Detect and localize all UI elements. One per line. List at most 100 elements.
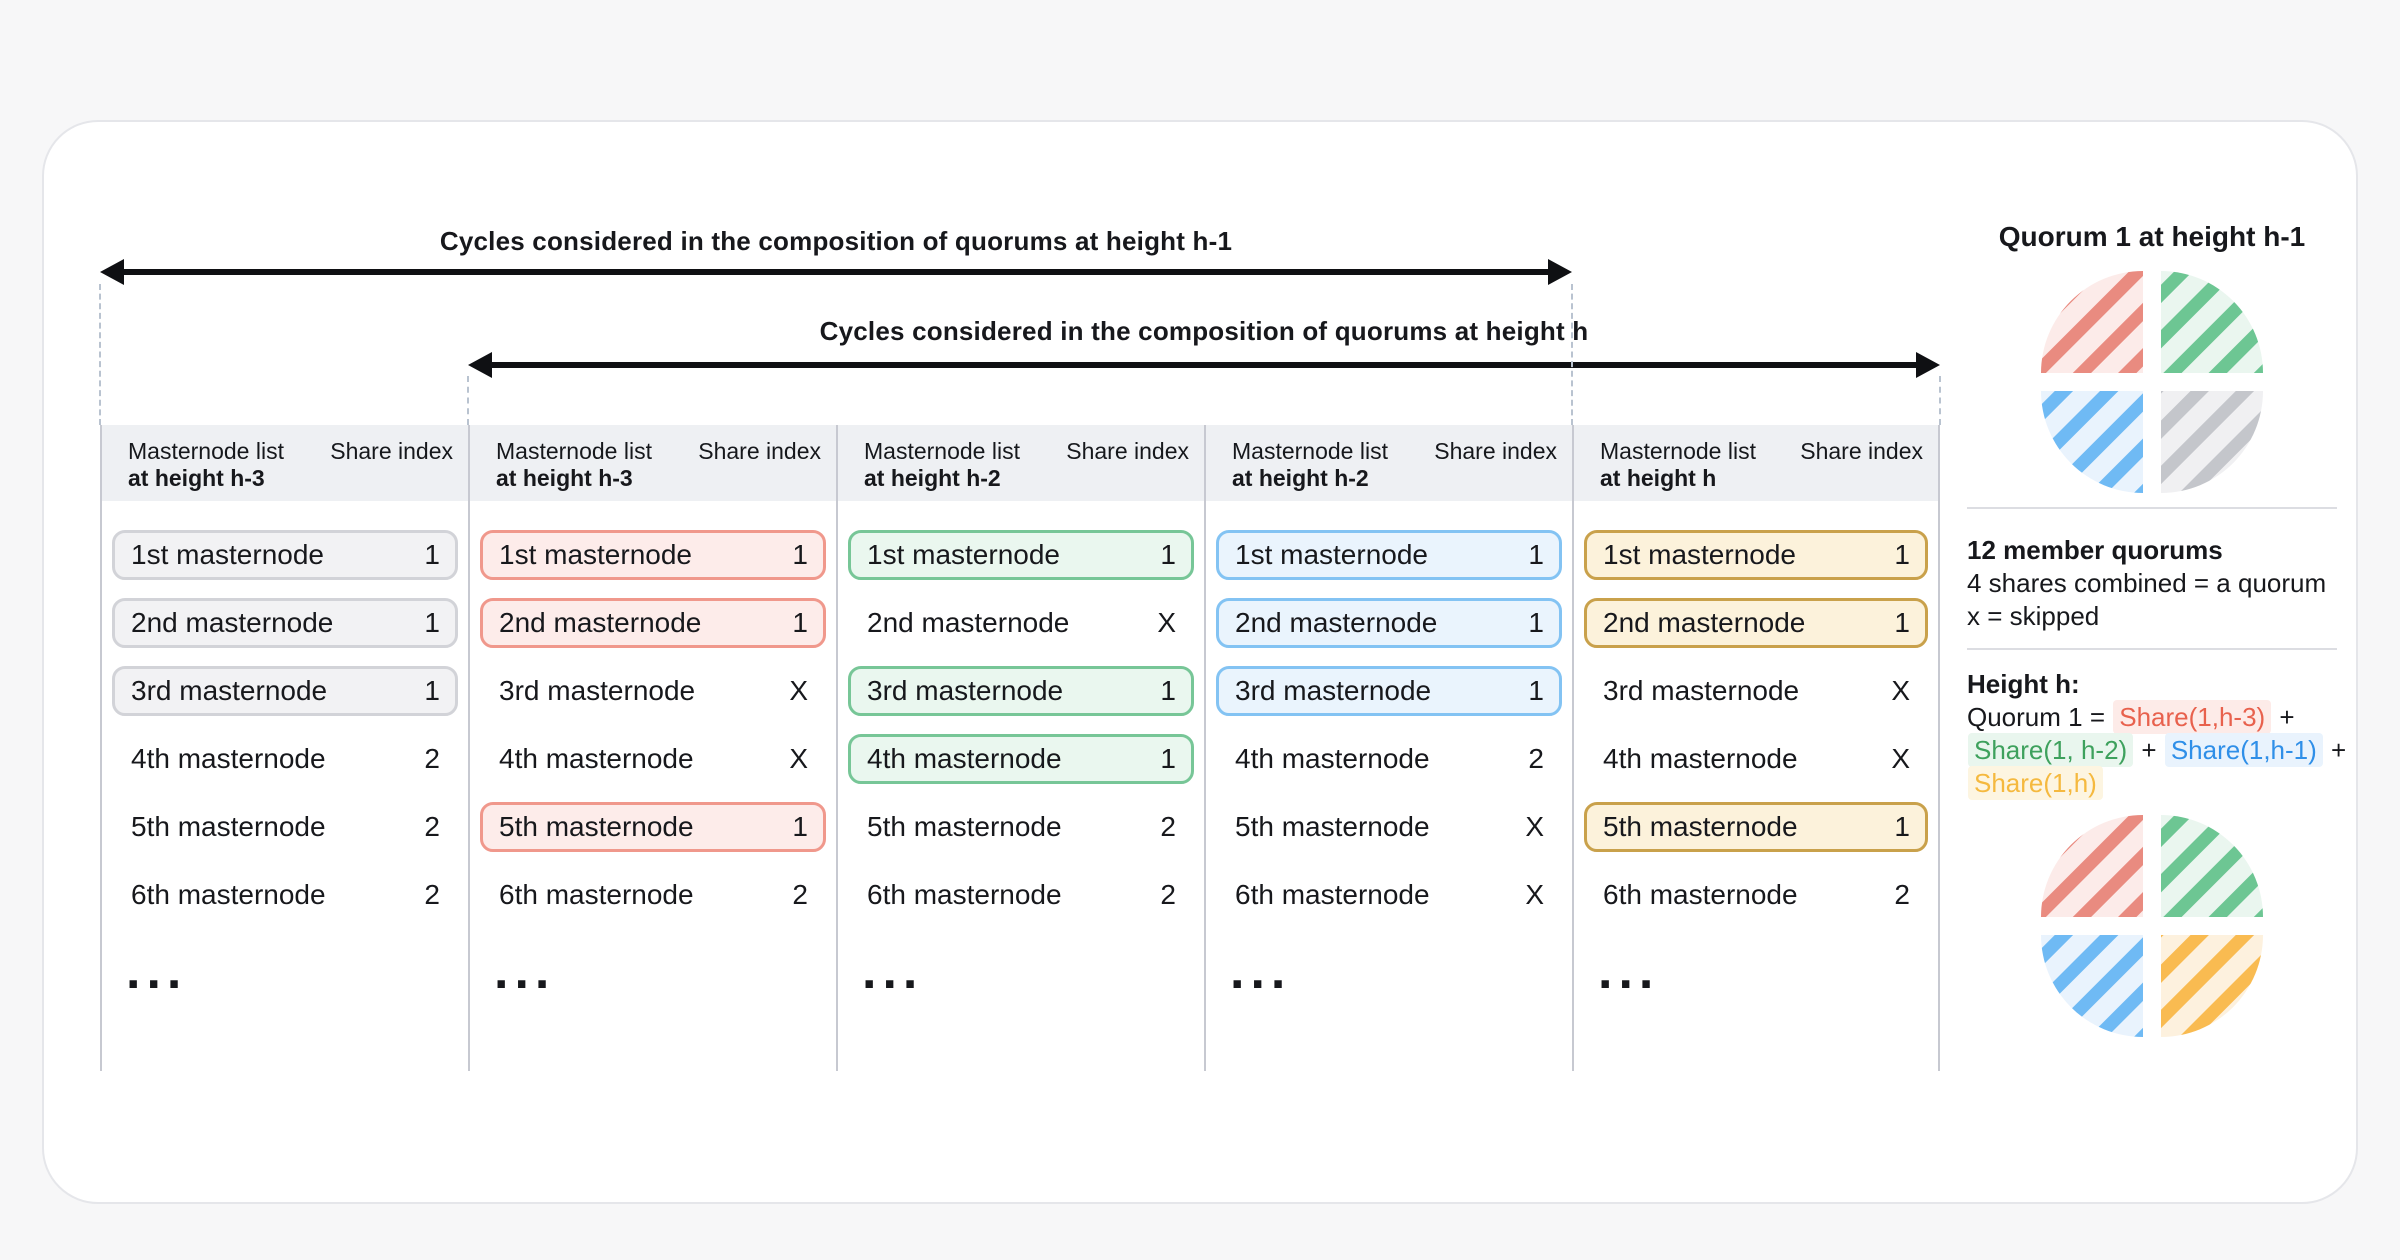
formula-segment: + — [2323, 735, 2347, 765]
formula-segment: Share(1,h-1) — [2164, 733, 2323, 767]
share-index-value: 1 — [1160, 743, 1176, 774]
masternode-row: 5th masternode 2 — [112, 802, 458, 852]
column-header: Masternode list Share index at height h-… — [838, 425, 1204, 501]
column-header-title: Masternode list — [128, 438, 284, 464]
column-header-title: Masternode list — [496, 438, 652, 464]
masternode-column: Masternode list Share index at height h-… — [1204, 425, 1572, 1071]
formula-lines: Quorum 1 = Share(1,h-3) + Share(1, h-2) +… — [1967, 700, 2347, 800]
masternode-row: 4th masternode 1 — [848, 734, 1194, 784]
height-formula-block: Height h: Quorum 1 = Share(1,h-3) + Share… — [1967, 668, 2346, 800]
masternode-label: 1st masternode — [1603, 539, 1796, 570]
masternode-rows: 1st masternode 1 2nd masternode 1 3rd ma… — [470, 501, 836, 920]
formula-segment: Share(1,h-3) — [2113, 700, 2272, 734]
separator — [1967, 507, 2337, 509]
column-header-height: at height h-2 — [864, 465, 1001, 491]
share-index-value: 2 — [424, 743, 440, 774]
masternode-label: 2nd masternode — [867, 607, 1070, 638]
masternode-row: 3rd masternode 1 — [848, 666, 1194, 716]
separator — [1967, 648, 2337, 650]
pie-quadrant-gray — [2161, 391, 2263, 493]
masternode-row: 1st masternode 1 — [112, 530, 458, 580]
masternode-label: 5th masternode — [867, 811, 1062, 842]
masternode-rows: 1st masternode 1 2nd masternode 1 3rd ma… — [102, 501, 468, 920]
share-index-value: X — [1525, 879, 1544, 910]
share-index-value: 1 — [792, 607, 808, 638]
formula-segment: Share(1,h) — [1968, 766, 2103, 800]
masternode-row: 1st masternode 1 — [480, 530, 826, 580]
share-index-value: 1 — [424, 539, 440, 570]
arrow-right-head-icon — [1916, 352, 1940, 378]
pie-quadrant-green — [2161, 815, 2263, 917]
pie-quadrant-blue — [2041, 391, 2143, 493]
share-index-value: 2 — [424, 811, 440, 842]
masternode-label: 3rd masternode — [1603, 675, 1800, 706]
share-index-value: X — [789, 743, 808, 774]
masternode-label: 4th masternode — [867, 743, 1062, 774]
masternode-label: 4th masternode — [131, 743, 326, 774]
masternode-row: 1st masternode 1 — [1584, 530, 1928, 580]
column-header: Masternode list Share index at height h-… — [470, 425, 836, 501]
masternode-label: 3rd masternode — [1235, 675, 1432, 706]
share-index-value: 1 — [1894, 539, 1910, 570]
arrow-2-label: Cycles considered in the composition of … — [819, 316, 1589, 346]
masternode-label: 2nd masternode — [499, 607, 702, 638]
masternode-label: 5th masternode — [1603, 811, 1798, 842]
quorum-pie-h-1 — [2041, 271, 2263, 493]
share-index-value: 1 — [792, 811, 808, 842]
arrow-line — [482, 362, 1926, 368]
share-index-value: X — [1891, 675, 1910, 706]
masternode-row: 6th masternode 2 — [480, 870, 826, 920]
share-index-value: X — [789, 675, 808, 706]
column-header-height: at height h-3 — [496, 465, 633, 491]
share-index-value: X — [1525, 811, 1544, 842]
share-index-header: Share index — [698, 438, 821, 464]
column-header: Masternode list Share index at height h — [1574, 425, 1938, 501]
masternode-row: 4th masternode X — [480, 734, 826, 784]
masternode-row: 5th masternode 1 — [1584, 802, 1928, 852]
column-header-title: Masternode list — [1600, 438, 1756, 464]
masternode-label: 4th masternode — [1235, 743, 1430, 774]
column-header-height: at height h-2 — [1232, 465, 1369, 491]
masternode-label: 1st masternode — [131, 539, 324, 570]
share-index-value: 1 — [1528, 539, 1544, 570]
dashed-guide-line — [1939, 376, 1941, 425]
column-header-title: Masternode list — [1232, 438, 1388, 464]
share-index-value: 1 — [792, 539, 808, 570]
masternode-row: 2nd masternode 1 — [1584, 598, 1928, 648]
formula-segment: Share(1, h-2) — [1968, 733, 2134, 767]
share-index-value: 2 — [792, 879, 808, 910]
share-index-value: 1 — [424, 607, 440, 638]
masternode-row: 6th masternode 2 — [848, 870, 1194, 920]
masternode-row: 5th masternode X — [1216, 802, 1562, 852]
masternode-label: 5th masternode — [499, 811, 694, 842]
masternode-label: 5th masternode — [1235, 811, 1430, 842]
column-header: Masternode list Share index at height h-… — [102, 425, 468, 501]
legend-info-line: 12 member quorums — [1967, 535, 2223, 565]
ellipsis-more-rows: ... — [862, 942, 924, 1000]
masternode-rows: 1st masternode 1 2nd masternode X 3rd ma… — [838, 501, 1204, 920]
pie-quadrant-red — [2041, 815, 2143, 917]
arrow-1-label: Cycles considered in the composition of … — [439, 226, 1233, 256]
masternode-row: 2nd masternode X — [848, 598, 1194, 648]
share-index-header: Share index — [1434, 438, 1557, 464]
dashed-guide-line — [467, 376, 469, 425]
share-index-value: 1 — [1160, 539, 1176, 570]
ellipsis-more-rows: ... — [494, 942, 556, 1000]
column-header-title: Masternode list — [864, 438, 1020, 464]
masternode-row: 4th masternode 2 — [1216, 734, 1562, 784]
formula-segment: Quorum 1 = — [1967, 702, 2113, 732]
share-index-value: 1 — [1160, 675, 1176, 706]
masternode-rows: 1st masternode 1 2nd masternode 1 3rd ma… — [1206, 501, 1572, 920]
pie-quadrant-yellow — [2161, 935, 2263, 1037]
share-index-value: 2 — [424, 879, 440, 910]
masternode-label: 2nd masternode — [131, 607, 334, 638]
masternode-row: 4th masternode 2 — [112, 734, 458, 784]
pie-quadrant-blue — [2041, 935, 2143, 1037]
share-index-header: Share index — [330, 438, 453, 464]
masternode-row: 6th masternode 2 — [1584, 870, 1928, 920]
height-heading: Height h: — [1967, 669, 2080, 699]
masternode-label: 3rd masternode — [499, 675, 696, 706]
masternode-rows: 1st masternode 1 2nd masternode 1 3rd ma… — [1574, 501, 1938, 920]
arrow-line — [114, 269, 1558, 275]
masternode-row: 3rd masternode 1 — [1216, 666, 1562, 716]
